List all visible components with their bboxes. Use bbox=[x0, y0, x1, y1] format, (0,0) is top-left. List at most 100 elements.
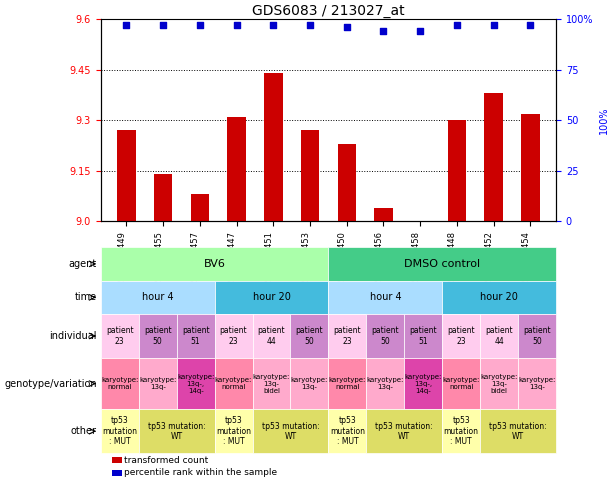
FancyBboxPatch shape bbox=[518, 358, 556, 409]
FancyBboxPatch shape bbox=[291, 358, 329, 409]
FancyBboxPatch shape bbox=[442, 281, 556, 314]
Text: patient
50: patient 50 bbox=[524, 327, 551, 346]
Point bbox=[305, 21, 315, 29]
Text: hour 20: hour 20 bbox=[253, 292, 291, 302]
Text: karyotype:
13q-
bidel: karyotype: 13q- bidel bbox=[253, 373, 290, 394]
Bar bbox=[112, 470, 121, 476]
FancyBboxPatch shape bbox=[329, 314, 367, 358]
Bar bbox=[112, 457, 121, 463]
Text: genotype/variation: genotype/variation bbox=[4, 379, 97, 389]
Text: patient
23: patient 23 bbox=[219, 327, 248, 346]
Text: patient
44: patient 44 bbox=[485, 327, 513, 346]
Bar bbox=[154, 174, 172, 221]
Text: karyotype:
13q-
bidel: karyotype: 13q- bidel bbox=[481, 373, 518, 394]
Bar bbox=[375, 208, 393, 221]
FancyBboxPatch shape bbox=[215, 409, 253, 453]
FancyBboxPatch shape bbox=[405, 358, 442, 409]
Text: tp53 mutation:
WT: tp53 mutation: WT bbox=[489, 422, 547, 441]
FancyBboxPatch shape bbox=[101, 358, 139, 409]
Text: hour 20: hour 20 bbox=[480, 292, 518, 302]
Point bbox=[489, 21, 498, 29]
Text: patient
44: patient 44 bbox=[257, 327, 285, 346]
FancyBboxPatch shape bbox=[215, 281, 329, 314]
Text: karyotype:
13q-,
14q-: karyotype: 13q-, 14q- bbox=[177, 373, 215, 394]
FancyBboxPatch shape bbox=[329, 247, 556, 281]
FancyBboxPatch shape bbox=[101, 247, 329, 281]
Text: patient
50: patient 50 bbox=[144, 327, 172, 346]
Text: karyotype:
13q-,
14q-: karyotype: 13q-, 14q- bbox=[405, 373, 442, 394]
Text: tp53 mutation:
WT: tp53 mutation: WT bbox=[148, 422, 205, 441]
Text: karyotype:
normal: karyotype: normal bbox=[329, 377, 366, 390]
FancyBboxPatch shape bbox=[253, 314, 291, 358]
Point bbox=[195, 21, 205, 29]
Text: time: time bbox=[75, 292, 97, 302]
FancyBboxPatch shape bbox=[101, 314, 139, 358]
Text: karyotype:
13q-: karyotype: 13q- bbox=[519, 377, 556, 390]
Text: tp53
mutation
: MUT: tp53 mutation : MUT bbox=[216, 416, 251, 446]
FancyBboxPatch shape bbox=[139, 409, 215, 453]
Text: hour 4: hour 4 bbox=[370, 292, 401, 302]
FancyBboxPatch shape bbox=[367, 409, 442, 453]
FancyBboxPatch shape bbox=[442, 409, 480, 453]
Point bbox=[121, 21, 131, 29]
Text: hour 4: hour 4 bbox=[142, 292, 173, 302]
Bar bbox=[117, 130, 135, 221]
FancyBboxPatch shape bbox=[139, 358, 177, 409]
Text: patient
23: patient 23 bbox=[106, 327, 134, 346]
Text: DMSO control: DMSO control bbox=[404, 259, 481, 269]
FancyBboxPatch shape bbox=[329, 281, 442, 314]
Point bbox=[452, 21, 462, 29]
Text: karyotype:
13q-: karyotype: 13q- bbox=[139, 377, 177, 390]
Point bbox=[232, 21, 242, 29]
Text: tp53
mutation
: MUT: tp53 mutation : MUT bbox=[102, 416, 137, 446]
Title: GDS6083 / 213027_at: GDS6083 / 213027_at bbox=[252, 4, 405, 18]
FancyBboxPatch shape bbox=[177, 314, 215, 358]
Text: karyotype:
normal: karyotype: normal bbox=[443, 377, 480, 390]
Bar bbox=[264, 73, 283, 221]
Y-axis label: 100%: 100% bbox=[599, 107, 609, 134]
FancyBboxPatch shape bbox=[139, 314, 177, 358]
Text: patient
51: patient 51 bbox=[182, 327, 210, 346]
Text: patient
23: patient 23 bbox=[333, 327, 361, 346]
FancyBboxPatch shape bbox=[367, 314, 405, 358]
FancyBboxPatch shape bbox=[253, 358, 291, 409]
Text: agent: agent bbox=[69, 259, 97, 269]
Bar bbox=[338, 144, 356, 221]
Point bbox=[525, 21, 535, 29]
Bar bbox=[521, 114, 539, 221]
Text: patient
50: patient 50 bbox=[295, 327, 323, 346]
FancyBboxPatch shape bbox=[215, 314, 253, 358]
Text: transformed count: transformed count bbox=[123, 455, 208, 465]
FancyBboxPatch shape bbox=[215, 358, 253, 409]
FancyBboxPatch shape bbox=[329, 358, 367, 409]
Text: karyotype:
13q-: karyotype: 13q- bbox=[367, 377, 404, 390]
Bar bbox=[484, 93, 503, 221]
Point bbox=[379, 28, 389, 35]
Bar bbox=[191, 195, 209, 221]
Text: percentile rank within the sample: percentile rank within the sample bbox=[123, 469, 276, 477]
FancyBboxPatch shape bbox=[253, 409, 329, 453]
FancyBboxPatch shape bbox=[442, 314, 480, 358]
FancyBboxPatch shape bbox=[101, 281, 215, 314]
Point bbox=[268, 21, 278, 29]
Point bbox=[342, 23, 352, 31]
FancyBboxPatch shape bbox=[329, 409, 367, 453]
Text: tp53 mutation:
WT: tp53 mutation: WT bbox=[262, 422, 319, 441]
Bar bbox=[447, 120, 466, 221]
Bar bbox=[301, 130, 319, 221]
Text: patient
23: patient 23 bbox=[447, 327, 475, 346]
FancyBboxPatch shape bbox=[518, 314, 556, 358]
Point bbox=[415, 28, 425, 35]
Text: tp53 mutation:
WT: tp53 mutation: WT bbox=[376, 422, 433, 441]
Text: other: other bbox=[71, 426, 97, 436]
Text: karyotype:
normal: karyotype: normal bbox=[215, 377, 252, 390]
Text: patient
50: patient 50 bbox=[371, 327, 399, 346]
Text: tp53
mutation
: MUT: tp53 mutation : MUT bbox=[330, 416, 365, 446]
Text: individual: individual bbox=[50, 331, 97, 341]
FancyBboxPatch shape bbox=[480, 358, 518, 409]
Text: karyotype:
normal: karyotype: normal bbox=[101, 377, 139, 390]
FancyBboxPatch shape bbox=[101, 409, 139, 453]
FancyBboxPatch shape bbox=[367, 358, 405, 409]
FancyBboxPatch shape bbox=[480, 409, 556, 453]
FancyBboxPatch shape bbox=[177, 358, 215, 409]
